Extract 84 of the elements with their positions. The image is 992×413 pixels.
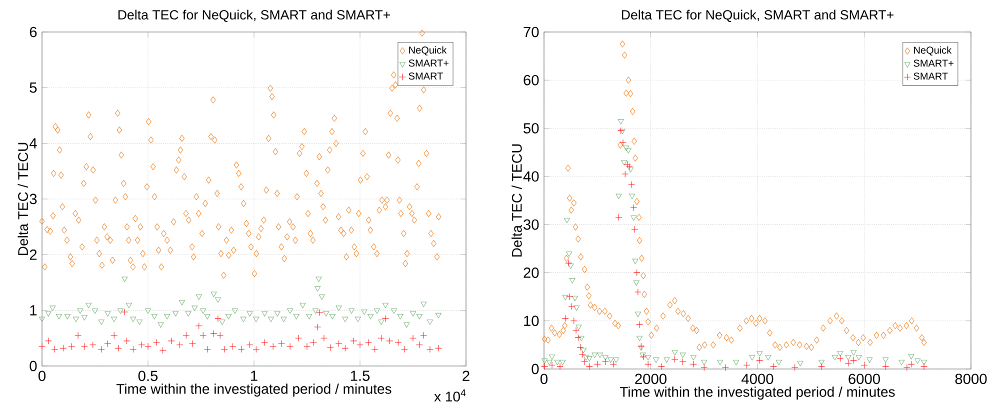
point xyxy=(562,314,569,322)
y-axis-title: Delta TEC / TECU xyxy=(512,144,522,257)
x-tick-label: 6000 xyxy=(848,374,880,384)
point xyxy=(630,204,638,212)
point xyxy=(594,360,601,368)
point xyxy=(791,364,798,372)
x-axis-title: Time within the investigated period / minutes xyxy=(116,384,392,397)
legend-label: SMART+ xyxy=(914,60,954,67)
x-tick-label: 8000 xyxy=(955,374,987,384)
x-tick-label: 1.5 xyxy=(350,370,370,381)
point xyxy=(700,364,708,372)
point xyxy=(634,288,642,296)
chart-title: Delta TEC for NeQuick, SMART and SMART+ xyxy=(118,10,390,22)
x-tick-label: 0 xyxy=(38,370,46,382)
x-tick-label: 1 xyxy=(251,370,258,381)
point xyxy=(620,139,626,146)
x-tick-label: 0 xyxy=(540,374,548,384)
y-tick-label: 3 xyxy=(30,194,37,204)
point xyxy=(622,170,629,178)
legend-label: SMART+ xyxy=(408,60,449,67)
point xyxy=(903,364,910,372)
y-tick-label: 20 xyxy=(524,268,539,278)
point xyxy=(671,356,678,363)
point xyxy=(556,363,564,370)
point xyxy=(568,302,576,310)
point xyxy=(626,163,633,170)
y-tick-label: 10 xyxy=(524,316,539,326)
point xyxy=(690,360,697,368)
x-axis-title: Time within the investigated period / minutes xyxy=(620,386,895,400)
point xyxy=(844,360,852,367)
point xyxy=(615,214,622,221)
y-tick-label: 60 xyxy=(524,74,539,86)
y-tick-label: 1 xyxy=(30,305,37,316)
point xyxy=(548,362,556,369)
y-tick-label: 0 xyxy=(30,360,37,372)
legend-label: SMART xyxy=(408,72,443,80)
point xyxy=(756,356,764,364)
point xyxy=(679,358,686,366)
y-tick-label: 6 xyxy=(30,26,37,38)
point xyxy=(566,293,574,300)
point xyxy=(633,269,640,276)
point xyxy=(578,351,586,358)
y-tick-label: 50 xyxy=(524,123,539,134)
point xyxy=(631,226,638,233)
y-tick-label: 40 xyxy=(523,171,539,182)
x-tick-label: 0.5 xyxy=(138,370,158,382)
point xyxy=(636,321,644,328)
point xyxy=(610,360,617,368)
point xyxy=(565,260,572,267)
y-tick-label: 2 xyxy=(30,250,37,260)
point xyxy=(574,334,582,342)
point xyxy=(644,360,652,368)
point xyxy=(570,317,578,324)
point xyxy=(628,181,636,188)
chart-title: Delta TEC for NeQuick, SMART and SMART+ xyxy=(622,10,894,22)
point xyxy=(624,160,631,168)
legend-label: NeQuick xyxy=(409,46,447,56)
point xyxy=(722,364,729,372)
point xyxy=(541,363,548,370)
x-tick-label: 4000 xyxy=(742,374,774,384)
point xyxy=(770,363,777,370)
point xyxy=(920,363,928,370)
point xyxy=(658,363,665,370)
point xyxy=(602,358,609,366)
x-tick-label: 2 xyxy=(462,370,470,381)
point xyxy=(818,363,826,370)
legend-label: NeQuick xyxy=(914,46,952,56)
point xyxy=(860,362,868,369)
y-tick-label: 4 xyxy=(29,138,37,148)
point xyxy=(850,356,858,364)
legend-label: SMART xyxy=(914,72,948,80)
x-tick-label: 2000 xyxy=(635,374,666,384)
point xyxy=(908,360,915,368)
point xyxy=(743,362,750,369)
y-tick-label: 5 xyxy=(30,82,37,93)
y-axis-title: Delta TEC / TECU xyxy=(18,142,28,256)
y-tick-label: 70 xyxy=(524,26,539,38)
point xyxy=(882,363,890,370)
y-tick-label: 30 xyxy=(524,219,539,230)
text: x 10$^{4}$ xyxy=(434,389,466,402)
point xyxy=(572,327,580,334)
point xyxy=(836,354,844,362)
point xyxy=(576,344,584,351)
point xyxy=(638,342,645,350)
